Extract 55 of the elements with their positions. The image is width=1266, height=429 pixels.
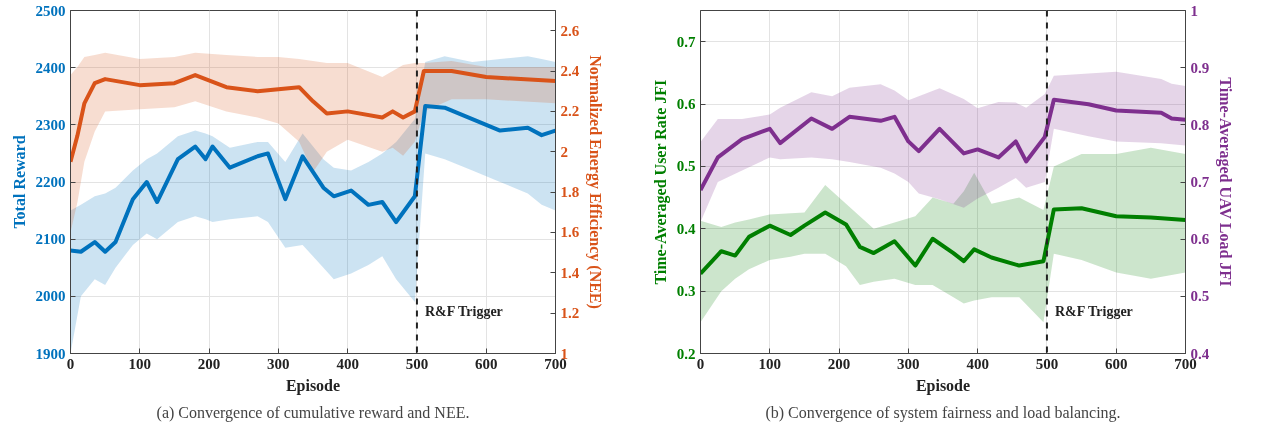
- x-tick-label: 0: [66, 355, 75, 372]
- y-tick-label: 1900: [35, 345, 66, 362]
- x-tick-label: 300: [267, 355, 290, 372]
- y-tick-label: 2100: [35, 231, 66, 248]
- y2-tick-label: 0.6: [1190, 231, 1210, 248]
- y-tick-label: 2300: [35, 116, 66, 133]
- x-axis-title: Episode: [915, 376, 971, 395]
- y2-tick-label: 2.2: [560, 103, 580, 120]
- y2-tick-label: 2.4: [560, 63, 580, 80]
- y2-tick-label: 2: [560, 143, 568, 160]
- y-tick-label: 0.5: [676, 158, 696, 175]
- y-tick-label: 2200: [35, 174, 66, 190]
- line-series: [70, 69, 556, 164]
- x-tick-label: 600: [1104, 355, 1128, 372]
- y-axis-title: Time-Averaged User Rate JFI: [651, 79, 670, 285]
- y-tick-label: 0.7: [676, 33, 696, 50]
- y2-tick-label: 2.6: [560, 22, 580, 39]
- x-tick-label: 100: [128, 355, 152, 372]
- y-tick-label: 2400: [35, 59, 66, 76]
- line-series: [700, 206, 1186, 276]
- y2-tick-label: 0.9: [1190, 59, 1210, 76]
- x-tick-label: 200: [827, 355, 851, 372]
- x-tick-label: 600: [474, 355, 498, 372]
- y-tick-label: 0.6: [676, 96, 696, 113]
- text: (b) Convergence of system fairness and load balancing.: [765, 403, 1121, 422]
- x-tick-label: 300: [897, 355, 920, 372]
- text: (a) Convergence of cumulative reward and NEE.: [156, 403, 470, 422]
- y-tick-label: 2500: [35, 2, 66, 19]
- x-tick-label: 500: [1035, 355, 1059, 372]
- x-tick-label: 400: [336, 355, 359, 372]
- y2-tick-label: 1.6: [560, 224, 580, 241]
- y2-tick-label: 1.4: [560, 264, 580, 281]
- x-tick-label: 200: [197, 355, 221, 372]
- x-tick-label: 0: [696, 355, 705, 372]
- y-tick-label: 0.3: [676, 283, 696, 300]
- x-tick-label: 100: [758, 355, 782, 372]
- ref-line-label: R&F Trigger: [1054, 304, 1133, 320]
- y2-tick-label: 1.2: [560, 305, 580, 322]
- y2-tick-label: 1.8: [560, 184, 580, 201]
- x-tick-label: 500: [405, 355, 429, 372]
- ref-line-label: R&F Trigger: [424, 304, 503, 320]
- x-tick-label: 400: [966, 355, 989, 372]
- x-axis-title: Episode: [285, 376, 341, 395]
- y-tick-label: 0.2: [676, 345, 696, 362]
- y2-axis-title: Normalized Energy Efficiency (NEE): [586, 55, 605, 309]
- y2-tick-label: 0.5: [1190, 288, 1210, 305]
- y2-axis-title: Time-Averaged UAV Load JFI: [1216, 77, 1235, 287]
- y-tick-label: 0.4: [676, 220, 696, 237]
- y2-tick-label: 1: [1190, 2, 1198, 19]
- y2-tick-label: 0.8: [1190, 116, 1210, 133]
- y-axis-title: Total Reward: [10, 135, 28, 229]
- y2-tick-label: 0.7: [1190, 174, 1210, 190]
- line-series: [70, 103, 556, 254]
- line-series: [700, 97, 1186, 192]
- y-tick-label: 2000: [35, 288, 66, 305]
